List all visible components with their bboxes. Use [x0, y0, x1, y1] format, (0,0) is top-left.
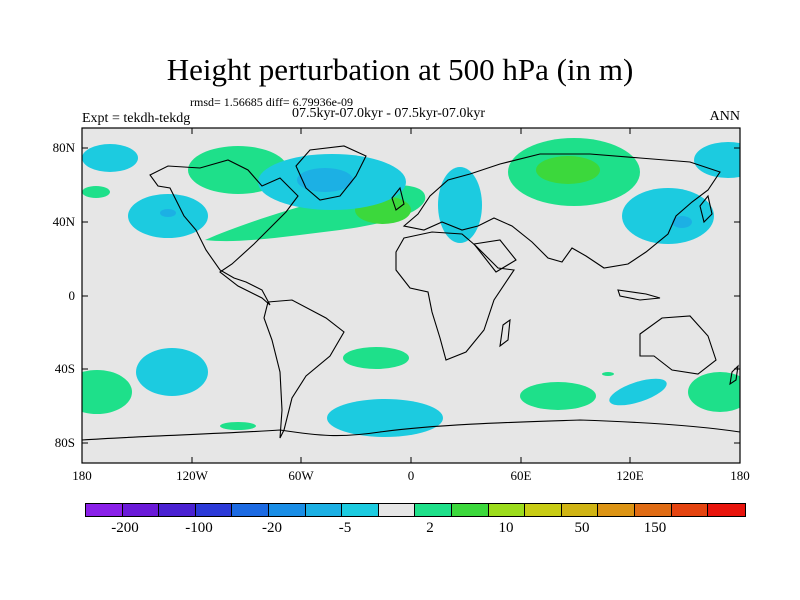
colorbar-swatch	[232, 504, 269, 516]
colorbar-label: 50	[574, 520, 590, 536]
contour-negative-region	[327, 399, 443, 437]
colorbar-swatch	[561, 504, 599, 516]
x-axis-label: 60W	[288, 468, 314, 483]
period-label: 07.5kyr-07.0kyr - 07.5kyr-07.0kyr	[292, 106, 486, 121]
contour-negative-region	[136, 348, 208, 396]
colorbar-label: 2	[426, 520, 434, 536]
colorbar-swatch	[488, 504, 526, 516]
colorbar	[85, 503, 746, 517]
colorbar-swatch	[525, 504, 562, 516]
contour-positive-region	[602, 372, 614, 376]
colorbar-swatch	[634, 504, 672, 516]
x-axis-label: 180	[730, 468, 750, 483]
colorbar-label: -5	[338, 520, 352, 536]
x-axis-label: 60E	[510, 468, 532, 483]
colorbar-swatch	[708, 504, 745, 516]
colorbar-label: 150	[643, 520, 667, 536]
colorbar-swatch	[86, 504, 123, 516]
y-axis-label: 40N	[52, 214, 75, 229]
contour-positive-region	[343, 347, 409, 369]
contour-positive-region	[220, 422, 256, 430]
x-axis-label: 0	[407, 468, 415, 483]
colorbar-label: -20	[262, 520, 282, 536]
x-axis-label: 180	[72, 468, 92, 483]
contour-negative-region	[672, 216, 692, 228]
y-axis-label: 80S	[54, 435, 75, 450]
colorbar-swatch	[671, 504, 709, 516]
colorbar-swatch	[195, 504, 233, 516]
colorbar-label: -200	[111, 520, 139, 536]
plot-title: Height perturbation at 500 hPa (in m)	[166, 52, 634, 87]
colorbar-label: -100	[185, 520, 213, 536]
colorbar-swatch	[159, 504, 196, 516]
x-axis-label: 120E	[616, 468, 644, 483]
contour-negative-region	[694, 142, 740, 178]
y-axis-label: 40S	[54, 361, 75, 376]
contour-negative-region	[609, 378, 667, 406]
colorbar-swatch	[122, 504, 160, 516]
contour-positive-region	[688, 372, 740, 412]
colorbar-swatch	[342, 504, 379, 516]
contour-negative-region	[297, 168, 353, 192]
coastlines	[82, 145, 740, 441]
y-axis-label: 80N	[52, 140, 75, 155]
contour-negative-region	[622, 188, 714, 244]
axis-ticks	[81, 128, 741, 463]
rmsd-stats: rmsd= 1.56685 diff= 6.79936e-09	[190, 95, 353, 109]
contour-negative-region	[438, 167, 482, 243]
contour-negative-region	[82, 144, 138, 172]
contour-fill-layer	[82, 138, 740, 437]
experiment-label: Expt = tekdh-tekdg	[82, 111, 191, 126]
contour-positive-region	[82, 370, 132, 414]
colorbar-swatch	[451, 504, 489, 516]
colorbar-swatch	[598, 504, 635, 516]
contour-positive-region	[520, 382, 596, 410]
contour-negative-region	[160, 209, 176, 217]
colorbar-swatch	[305, 504, 343, 516]
y-axis-label: 0	[68, 288, 76, 303]
x-axis-label: 120W	[176, 468, 208, 483]
colorbar-label: 10	[498, 520, 514, 536]
colorbar-swatch	[415, 504, 452, 516]
contour-positive-region	[536, 156, 600, 184]
colorbar-swatch	[268, 504, 306, 516]
contour-positive-region	[82, 186, 110, 198]
colorbar-swatch	[378, 504, 416, 516]
season-label: ANN	[709, 109, 740, 124]
